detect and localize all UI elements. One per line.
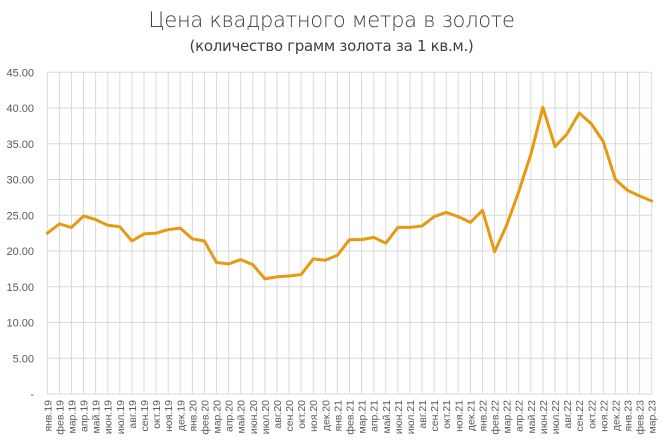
x-tick-label: янв.20 bbox=[187, 400, 199, 432]
x-tick-label: июн.19 bbox=[103, 400, 115, 434]
x-tick-label: апр.22 bbox=[514, 400, 526, 432]
x-axis: янв.19 фев.19 мар.19 апр.19 май.19 июн.19 июл.… bbox=[42, 400, 658, 435]
x-tick-label: июл.19 bbox=[115, 400, 127, 434]
x-tick-label: ноя.21 bbox=[453, 400, 465, 432]
x-tick-label: сен.20 bbox=[284, 400, 296, 432]
y-tick-label: 45.00 bbox=[6, 67, 34, 79]
y-tick-label: 5.00 bbox=[13, 353, 34, 365]
x-tick-label: ноя.22 bbox=[598, 400, 610, 432]
x-tick-label: янв.19 bbox=[42, 400, 54, 432]
gridlines bbox=[46, 71, 653, 395]
x-tick-label: авг.20 bbox=[272, 400, 284, 429]
x-tick-label: апр.21 bbox=[369, 400, 381, 432]
x-tick-label: май.20 bbox=[236, 400, 248, 434]
x-tick-label: авг.21 bbox=[417, 400, 429, 429]
y-tick-label: 25.00 bbox=[6, 210, 34, 222]
y-tick-label: 40.00 bbox=[6, 103, 34, 115]
x-tick-label: май.19 bbox=[91, 400, 103, 434]
x-tick-label: мар.20 bbox=[212, 400, 224, 434]
y-tick-label: - bbox=[30, 389, 34, 401]
x-tick-label: сен.21 bbox=[429, 400, 441, 432]
x-tick-label: мар.22 bbox=[502, 400, 514, 434]
y-tick-label: 15.00 bbox=[6, 282, 34, 294]
x-tick-label: май.22 bbox=[526, 400, 538, 434]
x-tick-label: мар.23 bbox=[647, 400, 659, 434]
x-tick-label: авг.22 bbox=[562, 400, 574, 429]
y-tick-label: 30.00 bbox=[6, 175, 34, 187]
x-tick-label: фев.20 bbox=[199, 400, 211, 435]
x-tick-label: сен.19 bbox=[139, 400, 151, 432]
x-tick-label: дек.21 bbox=[465, 400, 477, 431]
x-tick-label: июн.21 bbox=[393, 400, 405, 434]
x-tick-label: сен.22 bbox=[574, 400, 586, 432]
y-tick-label: 35.00 bbox=[6, 139, 34, 151]
x-tick-label: июн.20 bbox=[248, 400, 260, 434]
x-tick-label: авг.19 bbox=[127, 400, 139, 429]
x-tick-label: июл.22 bbox=[550, 400, 562, 434]
x-tick-label: фев.19 bbox=[54, 400, 66, 435]
x-tick-label: окт.21 bbox=[441, 400, 453, 429]
x-tick-label: мар.19 bbox=[66, 400, 78, 434]
chart-title: Цена квадратного метра в золоте bbox=[148, 8, 515, 32]
data-line bbox=[45, 105, 654, 281]
x-tick-label: янв.21 bbox=[332, 400, 344, 432]
x-tick-label: дек.19 bbox=[175, 400, 187, 431]
x-tick-label: янв.23 bbox=[623, 400, 635, 432]
x-tick-label: фев.21 bbox=[345, 400, 357, 435]
x-tick-label: окт.19 bbox=[151, 400, 163, 429]
x-tick-label: июл.20 bbox=[260, 400, 272, 434]
x-tick-label: апр.20 bbox=[224, 400, 236, 432]
x-tick-label: июл.21 bbox=[405, 400, 417, 434]
x-tick-label: дек.20 bbox=[320, 400, 332, 431]
x-tick-label: апр.19 bbox=[79, 400, 91, 432]
y-axis: - 5.00 10.00 15.00 20.00 25.00 30.00 35.00 40.00… bbox=[6, 67, 34, 401]
x-tick-label: май.21 bbox=[381, 400, 393, 434]
x-tick-label: фев.22 bbox=[490, 400, 502, 435]
x-tick-label: янв.22 bbox=[477, 400, 489, 432]
y-tick-label: 10.00 bbox=[6, 318, 34, 330]
x-tick-label: июн.22 bbox=[538, 400, 550, 434]
y-tick-label: 20.00 bbox=[6, 246, 34, 258]
chart-subtitle: (количество грамм золота за 1 кв.м.) bbox=[189, 37, 474, 55]
x-tick-label: ноя.19 bbox=[163, 400, 175, 432]
x-tick-label: фев.23 bbox=[635, 400, 647, 435]
x-tick-label: дек.22 bbox=[610, 400, 622, 431]
x-tick-label: ноя.20 bbox=[308, 400, 320, 432]
x-tick-label: окт.22 bbox=[586, 400, 598, 429]
x-tick-label: окт.20 bbox=[296, 400, 308, 429]
x-tick-label: мар.21 bbox=[357, 400, 369, 434]
